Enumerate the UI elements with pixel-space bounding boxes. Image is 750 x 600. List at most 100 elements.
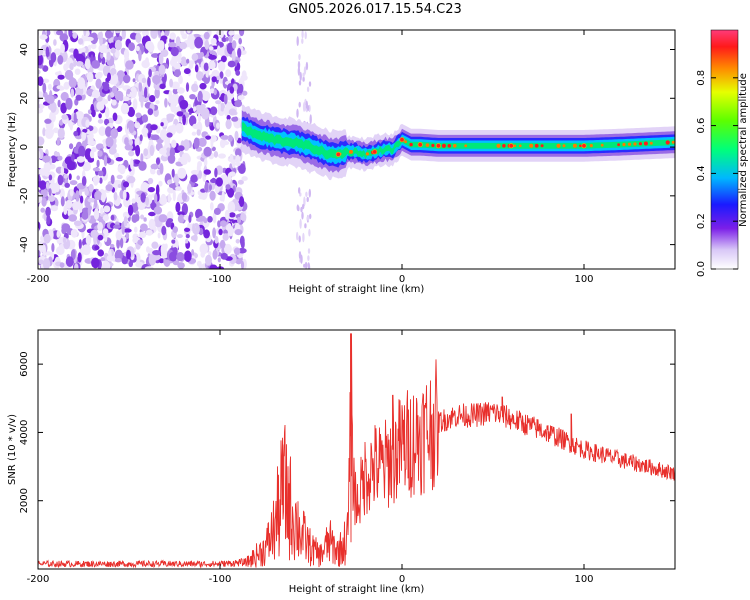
spectrogram-noise-cell [105, 30, 113, 39]
spectrogram-noise-cell [184, 227, 191, 232]
spectrogram-noise-cell [128, 150, 135, 157]
spectrogram-noise-cell [99, 35, 103, 46]
spectrogram-noise-cell [197, 90, 203, 102]
spectrogram-noise-cell [127, 106, 135, 118]
spectrogram-noise-cell [38, 150, 41, 160]
spectrogram-noise-cell [172, 93, 177, 100]
spectrogram-noise-cell [237, 179, 244, 185]
spectrogram-noise-cell [63, 81, 70, 90]
spectrogram-noise-cell [40, 207, 45, 213]
spectrogram-noise-cell [103, 205, 111, 213]
spectrogram-noise-cell [158, 147, 167, 155]
spectrogram-frame [37, 29, 676, 270]
spectrogram-noise-cell [70, 228, 78, 238]
spectrogram-noise-cell [44, 127, 54, 139]
spectrogram-noise-cell [134, 226, 138, 233]
spectrogram-noise-cell [117, 164, 126, 174]
spectrogram-band-cell [298, 80, 302, 86]
spectrogram-noise-cell [108, 249, 112, 262]
spectrogram-noise-cell [117, 126, 123, 132]
spectrogram-noise-cell [171, 239, 176, 244]
spectrogram-noise-cell [133, 30, 142, 34]
snr-background [38, 330, 675, 569]
spectrogram-noise-cell [64, 182, 70, 188]
spectrogram-noise-cell [127, 204, 134, 216]
spectrogram-noise-cell [140, 214, 145, 220]
spectrogram-noise-cell [116, 238, 120, 249]
spectrogram-noise-cell [51, 243, 55, 253]
spectrogram-noise-cell [189, 94, 196, 100]
spectrogram-ytick-label: 20 [19, 92, 30, 105]
spectrogram-noise-cell [225, 184, 231, 190]
spectrogram-noise-cell [56, 30, 64, 36]
spectrogram-noise-cell [147, 108, 154, 116]
snr-xlabel: Height of straight line (km) [289, 584, 425, 595]
snr-xtick-label: 100 [574, 574, 593, 585]
spectrogram-noise-cell [65, 97, 73, 110]
spectrogram-noise-cell [81, 132, 86, 141]
spectrogram-noise-cell [158, 258, 165, 264]
spectrogram-noise-cell [179, 99, 189, 110]
spectrogram-noise-cell [110, 214, 115, 221]
spectrogram-noise-cell [42, 244, 47, 257]
spectrogram-noise-cell [47, 83, 52, 90]
spectrogram-noise-cell [204, 39, 210, 50]
spectrogram-band-cell [304, 31, 307, 40]
spectrogram-noise-cell [137, 239, 144, 245]
spectrogram-noise-cell [231, 116, 239, 122]
spectrogram-noise-cell [124, 137, 129, 146]
spectrogram-band-cell [304, 261, 308, 269]
spectrogram-noise-cell [126, 89, 130, 95]
spectrogram-noise-cell [225, 119, 232, 130]
spectrogram-ridge-peak [638, 142, 643, 146]
spectrogram-noise-cell [86, 71, 94, 83]
spectrogram-noise-cell [91, 89, 101, 99]
spectrogram-noise-cell [224, 209, 230, 220]
spectrogram-noise-cell [172, 247, 178, 256]
spectrogram-noise-cell [213, 151, 219, 158]
spectrogram-noise-cell [197, 113, 201, 123]
spectrogram-noise-cell [73, 112, 77, 125]
spectrogram-noise-cell [84, 58, 91, 70]
spectrogram-noise-cell [238, 37, 242, 45]
spectrogram-noise-cell [114, 30, 121, 34]
spectrogram-noise-cell [68, 30, 73, 38]
spectrogram-noise-cell [171, 123, 176, 131]
spectrogram-noise-cell [40, 188, 48, 198]
spectrogram-noise-cell [97, 150, 103, 157]
spectrogram-noise-cell [203, 217, 208, 224]
spectrogram-noise-cell [119, 96, 124, 102]
snr-xtick-label: 0 [399, 574, 405, 585]
spectrogram-noise-cell [102, 214, 109, 222]
spectrogram-noise-cell [134, 159, 141, 165]
colorbar-tick-label: 0.0 [696, 261, 707, 277]
spectrogram-noise-cell [76, 175, 80, 180]
spectrogram-noise-cell [147, 177, 154, 185]
spectrogram-noise-cell [148, 68, 152, 78]
spectrogram-noise-cell [228, 108, 237, 116]
spectrogram-noise-cell [237, 47, 242, 58]
spectrogram-noise-cell [46, 30, 51, 36]
spectrogram-noise-cell [128, 123, 135, 134]
spectrogram-noise-cell [104, 107, 110, 119]
spectrogram-ylabel: Frequency (Hz) [7, 112, 18, 188]
spectrogram-noise-cell [143, 217, 147, 222]
spectrogram-noise-cell [158, 214, 168, 223]
spectrogram-noise-cell [176, 234, 183, 239]
spectrogram-ridge-peak [447, 144, 452, 148]
spectrogram-noise-cell [150, 30, 158, 39]
spectrogram-noise-cell [142, 30, 148, 37]
spectrogram-noise-cell [227, 60, 236, 68]
spectrogram-noise-cell [160, 122, 164, 127]
spectrogram-noise-cell [158, 64, 166, 75]
spectrogram-noise-cell [123, 85, 129, 91]
spectrogram-noise-cell [45, 206, 51, 217]
colorbar-tick-label: 0.4 [696, 165, 707, 181]
spectrogram-noise-cell [97, 170, 104, 177]
spectrogram-noise-cell [145, 196, 150, 206]
spectrogram-noise-cell [114, 258, 122, 263]
spectrogram-noise-cell [82, 128, 88, 133]
spectrogram-noise-cell [98, 113, 102, 119]
spectrogram-ridge-peak [502, 144, 506, 148]
